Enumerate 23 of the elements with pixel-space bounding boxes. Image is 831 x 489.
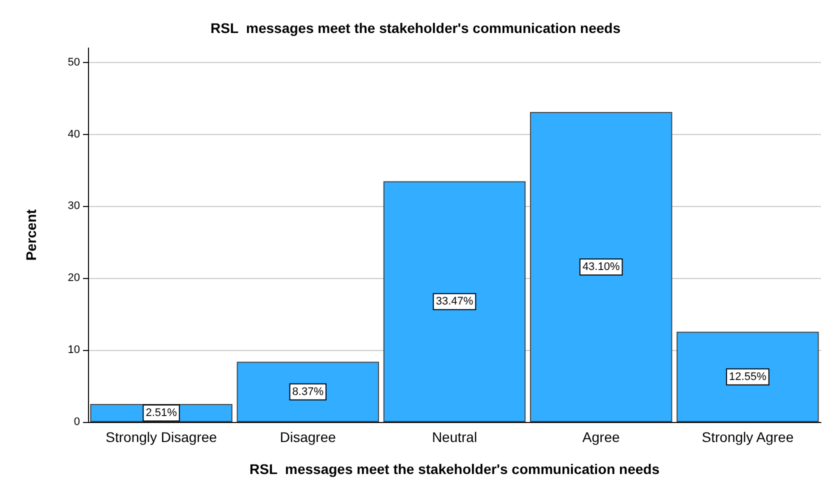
x-tick-label: Strongly Disagree [106, 429, 218, 445]
y-tick-label: 50 [68, 56, 80, 68]
x-axis-title: RSL messages meet the stakeholder's communication needs [250, 461, 660, 477]
data-label: 43.10% [582, 261, 620, 274]
data-label: 2.51% [146, 406, 178, 419]
data-label: 8.37% [292, 386, 324, 398]
y-axis-title: Percent [23, 208, 39, 261]
bar [676, 332, 819, 422]
data-label: 33.47% [436, 296, 474, 308]
chart-title: RSL messages meet the stakeholder's communication needs [210, 20, 621, 36]
y-tick-label: 40 [68, 128, 80, 140]
y-tick-label: 30 [68, 200, 80, 212]
x-tick-label: Agree [582, 429, 620, 445]
x-tick-label: Neutral [432, 429, 478, 445]
y-tick-label: 10 [68, 344, 80, 356]
bar [383, 181, 526, 422]
y-tick-label: 20 [68, 272, 80, 284]
bar [530, 112, 672, 422]
x-tick-label: Disagree [280, 429, 336, 445]
bar [236, 362, 379, 422]
y-tick-label: 0 [74, 416, 80, 428]
x-tick-label: Strongly Agree [702, 429, 794, 445]
data-label: 12.55% [729, 370, 767, 383]
